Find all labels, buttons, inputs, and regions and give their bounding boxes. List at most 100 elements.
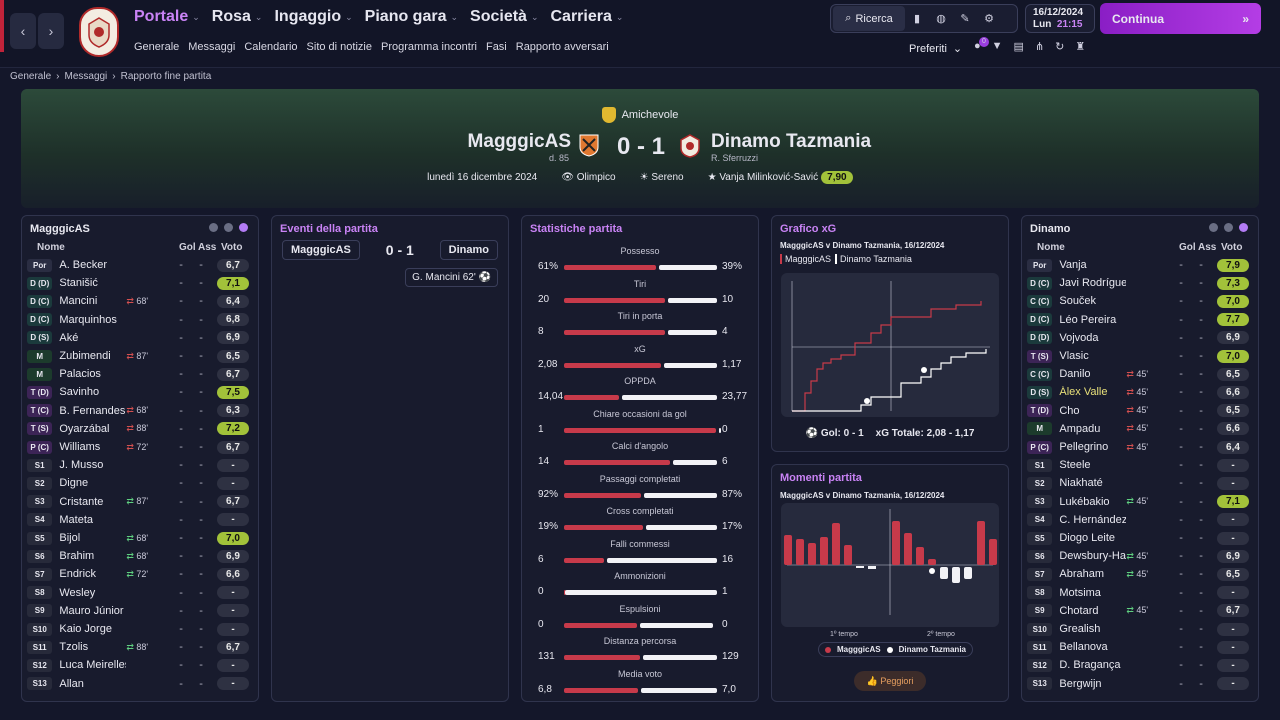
nav-item-4[interactable]: Società ⌄ [470,8,538,26]
bookmark-icon[interactable]: ▮ [913,13,921,25]
player-name[interactable]: Marquinhos [59,313,117,326]
continue-button[interactable]: Continua » [1100,3,1261,34]
table-row[interactable]: P (C) Pellegrino ⇄ 45' - - 6,4 [1027,438,1249,456]
subnav-item[interactable]: Fasi [485,41,507,53]
hierarchy-icon[interactable]: ⋔ [1034,41,1045,53]
player-name[interactable]: Vanja [1059,259,1087,271]
col-goals[interactable]: Gol [1179,242,1196,253]
view-dot[interactable] [209,223,218,232]
player-name[interactable]: C. Hernández [1059,513,1127,526]
table-row[interactable]: T (C) B. Fernandes ⇄ 68' - - 6,3 [27,402,249,420]
table-row[interactable]: D (C) Mancini ⇄ 68' - - 6,4 [27,292,249,310]
player-name[interactable]: A. Becker [59,259,108,271]
col-rating[interactable]: Voto [1221,242,1243,253]
momentum-plot[interactable] [781,503,999,627]
view-switch[interactable] [209,223,248,232]
home-team-name[interactable]: MagggicAS [467,131,571,152]
player-name[interactable]: Steele [1059,459,1091,472]
table-row[interactable]: S10 Kaio Jorge - - - [27,620,249,638]
player-name[interactable]: Luca Meirelles [59,659,127,672]
table-row[interactable]: S13 Allan - - - [27,675,249,693]
table-row[interactable]: S11 Bellanova - - - [1027,638,1249,656]
subnav-item[interactable]: Calendario [244,41,298,53]
subnav-item[interactable]: Messaggi [188,41,236,53]
player-name[interactable]: Cho [1059,404,1080,417]
table-row[interactable]: S5 Bijol ⇄ 68' - - 7,0 [27,529,249,547]
player-name[interactable]: Stanišić [59,277,98,290]
player-name[interactable]: Aké [59,331,79,344]
man-of-match[interactable]: ★ Vanja Milinković-Savić 7,90 [708,171,853,184]
table-row[interactable]: S3 Cristante ⇄ 87' - - 6,7 [27,493,249,511]
player-name[interactable]: Léo Pereira [1059,313,1117,326]
table-row[interactable]: D (D) Stanišić - - 7,1 [27,274,249,292]
player-name[interactable]: Wesley [59,586,96,599]
player-name[interactable]: Williams [59,441,101,453]
col-assists[interactable]: Ass [1198,242,1217,253]
table-row[interactable]: M Zubimendi ⇄ 87' - - 6,5 [27,347,249,365]
worst-button[interactable]: 👍 Peggiori [854,671,926,691]
table-row[interactable]: T (D) Savinho - - 7,5 [27,383,249,401]
shirt-icon[interactable]: ▼ [991,40,1003,52]
goal-event[interactable]: G. Mancini 62' ⚽ [405,268,498,287]
table-row[interactable]: T (S) Oyarzábal ⇄ 88' - - 7,2 [27,420,249,438]
table-row[interactable]: S6 Brahim ⇄ 68' - - 6,9 [27,547,249,565]
table-row[interactable]: D (D) Vojvoda - - 6,9 [1027,329,1249,347]
player-name[interactable]: B. Fernandes [59,404,126,417]
col-name[interactable]: Nome [37,242,65,253]
col-rating[interactable]: Voto [221,242,243,253]
table-row[interactable]: S5 Diogo Leite - - - [1027,529,1249,547]
trophy-icon[interactable]: ♜ [1075,41,1086,53]
table-row[interactable]: S11 Tzolis ⇄ 88' - - 6,7 [27,638,249,656]
player-name[interactable]: Mateta [59,513,93,526]
player-name[interactable]: Tzolis [59,641,89,654]
player-name[interactable]: Lukébakio [1059,495,1110,508]
player-name[interactable]: Bijol [59,532,81,544]
table-row[interactable]: D (S) Aké - - 6,9 [27,329,249,347]
player-name[interactable]: Kaio Jorge [59,623,112,635]
table-row[interactable]: S12 D. Bragança - - - [1027,656,1249,674]
player-name[interactable]: Mauro Júnior [59,604,124,617]
player-name[interactable]: D. Bragança [1059,659,1121,672]
player-name[interactable]: Grealish [1059,623,1101,635]
table-row[interactable]: S9 Chotard ⇄ 45' - - 6,7 [1027,602,1249,620]
player-name[interactable]: Digne [59,477,89,490]
game-date[interactable]: 16/12/2024 Lun 21:15 [1025,4,1095,33]
table-row[interactable]: S6 Dewsbury-Hall ⇄ 45' - - 6,9 [1027,547,1249,565]
player-name[interactable]: Ampadu [1059,422,1101,435]
table-row[interactable]: S2 Digne - - - [27,474,249,492]
table-row[interactable]: S1 Steele - - - [1027,456,1249,474]
view-switch[interactable] [1209,223,1248,232]
table-row[interactable]: S4 Mateta - - - [27,511,249,529]
subnav-item[interactable]: Sito di notizie [306,41,372,53]
table-row[interactable]: D (C) Léo Pereira - - 7,7 [1027,311,1249,329]
view-dot-active[interactable] [239,223,248,232]
player-name[interactable]: J. Musso [59,459,104,472]
table-row[interactable]: S8 Wesley - - - [27,584,249,602]
player-name[interactable]: Oyarzábal [59,422,110,435]
table-row[interactable]: S7 Endrick ⇄ 72' - - 6,6 [27,565,249,583]
pen-icon[interactable]: ✎ [960,13,970,25]
subnav-item[interactable]: Programma incontri [380,41,477,53]
table-row[interactable]: D (S) Álex Valle ⇄ 45' - - 6,6 [1027,383,1249,401]
table-row[interactable]: S8 Motsima - - - [1027,584,1249,602]
table-row[interactable]: S12 Luca Meirelles - - - [27,656,249,674]
player-name[interactable]: Palacios [59,368,101,381]
table-row[interactable]: D (C) Javi Rodríguez - - 7,3 [1027,274,1249,292]
subnav-item[interactable]: Rapporto avversari [515,41,609,53]
table-row[interactable]: Por Vanja - - 7,9 [1027,256,1249,274]
col-goals[interactable]: Gol [179,242,196,253]
player-name[interactable]: Pellegrino [1059,441,1109,453]
player-name[interactable]: Danilo [1059,368,1091,381]
view-dot[interactable] [224,223,233,232]
player-name[interactable]: Zubimendi [59,350,111,362]
table-row[interactable]: C (C) Souček - - 7,0 [1027,292,1249,310]
view-dot[interactable] [1224,223,1233,232]
player-name[interactable]: Brahim [59,550,95,563]
player-name[interactable]: Bergwijn [1059,677,1102,690]
player-name[interactable]: Cristante [59,495,104,508]
view-dot-active[interactable] [1239,223,1248,232]
col-assists[interactable]: Ass [198,242,217,253]
player-name[interactable]: Álex Valle [1059,386,1108,399]
nav-item-3[interactable]: Piano gara ⌄ [365,8,458,26]
search-button[interactable]: ⌕ Ricerca [833,6,905,31]
